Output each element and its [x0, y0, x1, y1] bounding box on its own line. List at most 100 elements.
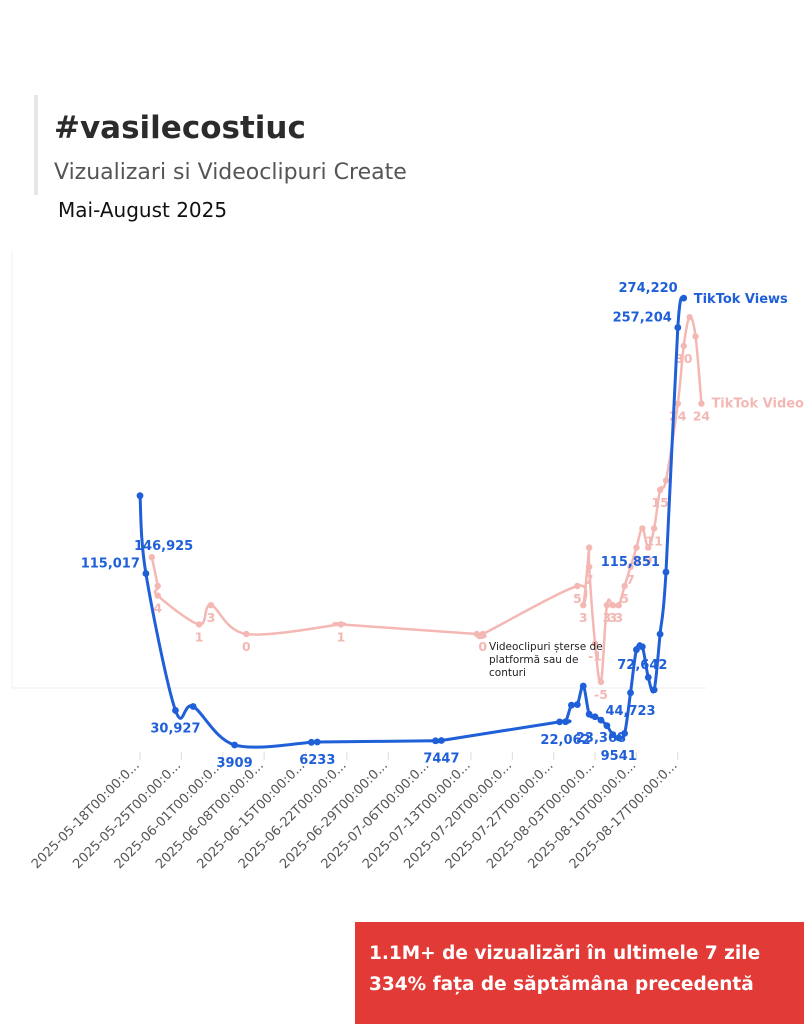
- data-point-views: [615, 734, 623, 742]
- data-point-videos: [195, 621, 203, 628]
- data-point-videos: [680, 342, 687, 350]
- data-label-views: 30,927: [150, 721, 200, 736]
- data-label-videos: 3: [603, 610, 612, 625]
- data-point-views: [136, 492, 144, 500]
- data-label-videos: 3: [608, 610, 617, 625]
- data-label-videos: -1: [588, 649, 602, 664]
- data-point-videos: [585, 563, 593, 570]
- data-point-videos: [148, 554, 156, 561]
- data-point-videos: [633, 544, 640, 551]
- data-point-videos: [585, 544, 593, 551]
- data-point-videos: [645, 544, 652, 551]
- data-point-videos: [597, 678, 605, 686]
- data-label-views-peak: 146,925: [134, 539, 193, 554]
- data-point-views: [638, 643, 646, 651]
- data-point-videos: [698, 400, 705, 407]
- data-point-videos: [207, 602, 215, 609]
- data-point-videos: [686, 314, 693, 321]
- data-label-videos: 11: [645, 533, 662, 548]
- data-label-videos: 30: [675, 351, 693, 366]
- data-point-videos: [473, 630, 481, 638]
- data-label-videos: 9: [632, 553, 641, 568]
- data-label-views: 115,017: [81, 557, 140, 572]
- data-point-views: [438, 737, 445, 744]
- data-point-views: [585, 710, 593, 718]
- data-label-videos: 15: [651, 495, 668, 510]
- data-point-videos: [609, 602, 616, 609]
- data-label-videos: 9: [644, 553, 653, 568]
- callout-line-1: 1.1M+ de vizualizări în ultimele 7 zile: [369, 943, 761, 964]
- data-point-views: [621, 729, 629, 737]
- data-point-videos: [615, 602, 622, 609]
- line-chart: 2025-05-18T00:00:0...2025-05-25T00:00:0.…: [11, 250, 804, 872]
- data-point-views: [313, 738, 321, 746]
- data-point-videos: [574, 582, 581, 590]
- data-point-views: [556, 718, 564, 726]
- data-point-videos: [639, 525, 646, 532]
- page-subtitle: Vizualizari si Videoclipuri Create: [54, 160, 407, 185]
- data-label-videos: 5: [620, 591, 629, 606]
- data-label-views: 72,642: [617, 658, 667, 673]
- period-label: Mai-August 2025: [58, 198, 228, 222]
- data-point-videos: [154, 582, 161, 590]
- data-label-views: 115,851: [601, 555, 660, 570]
- page-title: #vasilecostiuc: [54, 110, 306, 146]
- data-point-views: [662, 568, 670, 576]
- data-point-videos: [591, 640, 599, 647]
- data-point-views: [627, 689, 634, 697]
- data-label-views: 6233: [299, 753, 335, 768]
- data-point-views: [650, 686, 658, 694]
- data-point-videos: [692, 333, 699, 340]
- data-label-videos: -5: [594, 687, 608, 702]
- data-label-videos: 24: [693, 409, 711, 424]
- data-point-views: [680, 294, 688, 302]
- data-point-videos: [337, 621, 345, 628]
- data-label-views: 257,204: [613, 311, 672, 326]
- data-label-videos: 7: [585, 572, 594, 587]
- data-point-videos: [650, 525, 658, 532]
- data-label-views: 22,062: [540, 733, 590, 748]
- series-name-views: TikTok Views: [694, 292, 788, 307]
- data-label-videos: 3: [579, 610, 588, 625]
- data-label-views: 9541: [601, 749, 637, 764]
- data-point-views: [172, 707, 179, 714]
- data-point-videos: [479, 630, 486, 638]
- data-point-views: [307, 738, 315, 746]
- data-point-views: [656, 630, 664, 638]
- data-point-views: [189, 703, 197, 710]
- data-point-videos: [674, 400, 682, 407]
- annotation-line: platformă sau de: [489, 654, 578, 666]
- data-label-videos: 3: [614, 610, 623, 625]
- data-point-views: [579, 682, 587, 690]
- data-point-videos: [603, 602, 611, 609]
- data-label-videos: 3: [207, 610, 216, 625]
- annotation-line: conturi: [489, 667, 526, 679]
- data-label-videos: 4: [153, 601, 162, 616]
- data-point-views: [231, 741, 238, 749]
- data-point-videos: [154, 592, 161, 599]
- callout-line-2: 334% fața de săptămâna precedentă: [369, 974, 754, 995]
- data-label-views: 3909: [216, 756, 252, 771]
- data-point-videos: [627, 563, 634, 570]
- data-point-videos: [243, 630, 250, 638]
- data-point-views: [609, 731, 617, 739]
- data-point-views: [644, 673, 652, 681]
- data-label-views: 7447: [423, 751, 459, 766]
- data-label-views: 274,220: [619, 281, 678, 296]
- data-label-views: 44,723: [605, 704, 655, 719]
- data-label-videos: 1: [337, 629, 346, 644]
- data-point-views: [142, 570, 150, 577]
- x-axis-ticks: 2025-05-18T00:00:0...2025-05-25T00:00:0.…: [11, 250, 706, 872]
- data-point-views: [597, 716, 605, 724]
- highlight-callout: 1.1M+ de vizualizări în ultimele 7 zile …: [355, 922, 804, 1024]
- annotation-line: Videoclipuri șterse de: [489, 641, 603, 653]
- series-name-videos: TikTok Video: [711, 397, 804, 412]
- data-point-views: [573, 701, 581, 708]
- data-label-videos: 5: [573, 591, 582, 606]
- series-line-videos: [150, 315, 703, 685]
- data-point-videos: [580, 602, 587, 609]
- data-point-views: [674, 324, 682, 331]
